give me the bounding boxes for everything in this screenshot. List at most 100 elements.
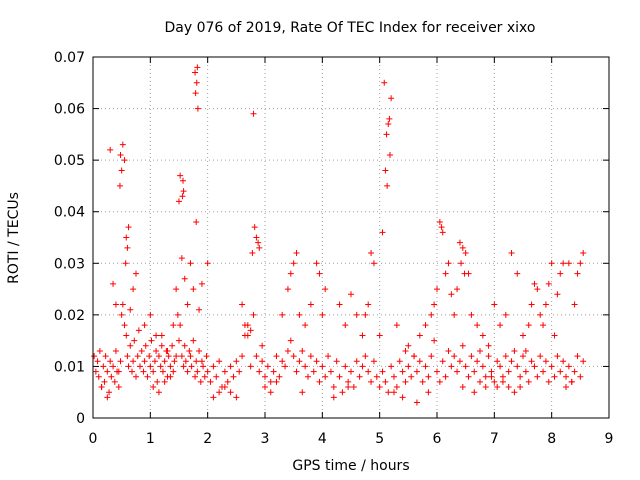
data-point	[307, 353, 314, 360]
data-point	[348, 368, 354, 375]
data-point	[210, 363, 217, 370]
data-point	[256, 244, 263, 251]
data-point	[98, 384, 105, 391]
data-point	[482, 373, 489, 380]
data-point	[563, 384, 569, 391]
data-point	[157, 363, 164, 370]
data-point	[494, 358, 501, 365]
data-point	[133, 270, 139, 277]
data-point	[386, 151, 393, 158]
data-point	[119, 141, 126, 148]
x-tick-label: 6	[433, 431, 442, 447]
data-point	[180, 363, 187, 370]
data-point	[187, 353, 194, 360]
data-point	[216, 389, 223, 396]
data-point	[313, 260, 320, 267]
y-tick-label: 0	[76, 411, 85, 427]
data-point	[379, 229, 386, 236]
data-point	[325, 353, 332, 360]
data-point	[514, 270, 521, 277]
data-point	[368, 378, 375, 385]
data-point	[227, 363, 234, 370]
data-point	[230, 373, 237, 380]
data-point	[528, 358, 535, 365]
data-point	[383, 131, 390, 138]
data-point	[471, 368, 478, 375]
y-tick-label: 0.04	[54, 205, 85, 221]
data-point	[580, 249, 587, 256]
axis-ticks: 0 1 2 3 4 5 6 7 8 9 0 0.01 0.02 0.03 0.04 0.05 0.06 0.07	[54, 50, 614, 447]
data-point	[177, 172, 184, 179]
data-point	[391, 373, 397, 380]
data-point	[193, 219, 200, 226]
data-point	[293, 249, 300, 256]
data-point	[497, 363, 504, 370]
data-point	[181, 275, 188, 282]
data-point	[540, 368, 547, 375]
data-point	[92, 368, 99, 375]
data-point	[574, 270, 581, 277]
data-point	[345, 384, 352, 391]
data-point	[247, 363, 254, 370]
data-point	[322, 373, 329, 380]
data-point	[388, 363, 395, 370]
data-point	[200, 363, 207, 370]
data-point	[302, 363, 309, 370]
data-point	[299, 347, 306, 354]
y-tick-label: 0.03	[54, 256, 85, 272]
data-point	[482, 384, 489, 391]
data-point	[468, 311, 475, 318]
data-point	[196, 306, 203, 313]
data-point	[127, 342, 134, 349]
data-point	[425, 373, 432, 380]
data-point	[416, 358, 423, 365]
data-point	[107, 358, 114, 365]
data-point	[422, 363, 429, 370]
data-point	[273, 378, 280, 385]
data-point	[465, 373, 472, 380]
data-point	[158, 332, 165, 339]
data-point	[448, 363, 455, 370]
x-tick-label: 5	[375, 431, 384, 447]
data-point	[459, 384, 466, 391]
data-point	[121, 322, 128, 329]
y-tick-label: 0.06	[54, 102, 85, 118]
data-point	[112, 347, 119, 354]
data-point	[319, 363, 326, 370]
data-point	[434, 286, 440, 293]
data-point	[259, 342, 266, 349]
data-point	[376, 384, 383, 391]
data-point	[568, 378, 575, 385]
data-point	[182, 358, 189, 365]
data-point	[284, 286, 291, 293]
data-point	[339, 389, 346, 396]
data-point	[239, 353, 246, 360]
data-point	[428, 311, 435, 318]
data-point	[110, 280, 117, 287]
data-point	[144, 373, 151, 380]
x-tick-label: 3	[261, 431, 270, 447]
data-point	[180, 188, 187, 195]
data-point	[134, 353, 141, 360]
data-point	[376, 332, 383, 339]
data-point	[327, 368, 334, 375]
data-point	[316, 378, 323, 385]
data-point	[319, 311, 326, 318]
data-point	[520, 353, 526, 360]
data-point	[290, 353, 297, 360]
data-point	[131, 337, 138, 344]
data-point	[571, 368, 578, 375]
data-point	[528, 301, 535, 308]
data-point	[497, 322, 504, 329]
data-point	[273, 353, 280, 360]
data-point	[146, 353, 153, 360]
data-point	[310, 368, 317, 375]
data-point	[479, 363, 486, 370]
data-point	[141, 358, 148, 365]
data-point	[353, 358, 360, 365]
chart-title: Day 076 of 2019, Rate Of TEC Index for r…	[165, 20, 536, 36]
data-point	[557, 368, 564, 375]
data-point	[236, 368, 243, 375]
data-point	[296, 311, 303, 318]
data-point	[101, 378, 108, 385]
